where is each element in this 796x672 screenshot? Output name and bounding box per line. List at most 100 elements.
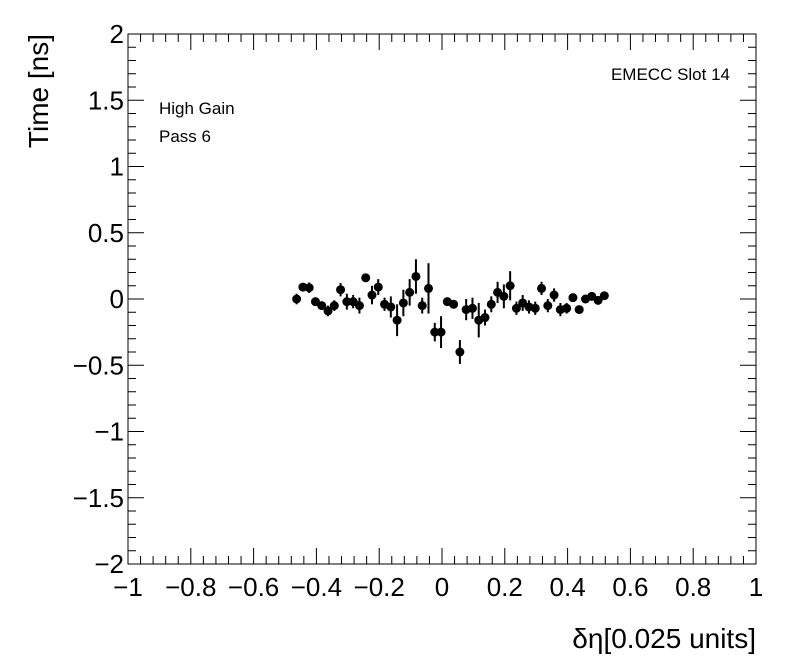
y-tick-label: 0.5	[88, 218, 124, 248]
data-point	[562, 302, 572, 314]
data-point	[436, 316, 446, 349]
point-marker	[562, 303, 572, 313]
data-point	[480, 309, 490, 326]
y-tick-label: 1.5	[88, 85, 124, 115]
point-marker	[480, 313, 490, 323]
data-point	[367, 285, 377, 305]
point-marker	[543, 301, 553, 311]
point-marker	[342, 297, 352, 307]
data-point	[593, 295, 603, 305]
data-point	[574, 305, 584, 315]
point-marker	[329, 301, 339, 311]
x-tick-label: 0	[435, 572, 449, 602]
point-marker	[599, 291, 609, 301]
point-marker	[292, 294, 302, 304]
data-point	[323, 305, 333, 317]
data-point	[386, 296, 396, 318]
point-marker	[386, 302, 396, 312]
point-marker	[392, 315, 402, 325]
x-tick-label: −0.2	[354, 572, 405, 602]
point-marker	[336, 285, 346, 295]
slot-annotation: EMECC Slot 14	[611, 65, 730, 84]
data-point	[467, 297, 477, 319]
x-tick-label: −1	[113, 572, 143, 602]
data-point	[405, 279, 415, 306]
point-marker	[323, 306, 333, 316]
x-tick-label: −0.6	[228, 572, 279, 602]
y-axis-ticks	[128, 33, 756, 565]
point-marker	[405, 287, 415, 297]
point-marker	[361, 273, 371, 283]
y-tick-label: 1	[110, 152, 124, 182]
data-point	[449, 299, 459, 309]
data-point	[511, 301, 521, 315]
y-tick-label: −1.5	[73, 483, 124, 513]
data-point	[329, 300, 339, 311]
data-point	[304, 282, 314, 294]
y-tick-label: −0.5	[73, 350, 124, 380]
point-marker	[430, 327, 440, 337]
data-point	[361, 273, 371, 283]
data-point	[568, 293, 578, 303]
x-tick-label: 1	[749, 572, 763, 602]
data-point	[342, 293, 352, 310]
point-marker	[505, 281, 515, 291]
point-marker	[354, 301, 364, 311]
point-marker	[467, 303, 477, 313]
x-tick-label: 0.8	[675, 572, 711, 602]
data-point	[486, 296, 496, 313]
x-axis-tick-labels: −1 −0.8 −0.6 −0.4 −0.2 0 0.2 0.4 0.6 0.8 1	[113, 572, 763, 602]
y-axis-tick-labels: −2 −1.5 −1 −0.5 0 0.5 1 1.5 2	[73, 19, 124, 579]
point-marker	[499, 291, 509, 301]
point-marker	[367, 290, 377, 300]
data-point	[392, 304, 402, 337]
data-point	[537, 281, 547, 296]
point-marker	[549, 290, 559, 300]
data-point	[398, 289, 408, 317]
x-tick-label: 0.2	[487, 572, 523, 602]
x-tick-label: 0.6	[612, 572, 648, 602]
data-point	[354, 297, 364, 314]
data-point	[599, 291, 609, 301]
point-marker	[449, 299, 459, 309]
data-point	[411, 259, 421, 294]
data-point	[292, 293, 302, 305]
point-marker	[436, 327, 446, 337]
point-marker	[317, 301, 327, 311]
x-tick-label: −0.4	[291, 572, 342, 602]
point-marker	[537, 283, 547, 293]
point-marker	[423, 283, 433, 293]
point-marker	[593, 295, 603, 305]
x-tick-label: −0.8	[165, 572, 216, 602]
gain-annotation: High Gain	[159, 99, 235, 118]
point-marker	[411, 271, 421, 281]
y-tick-label: −2	[94, 549, 124, 579]
data-point	[417, 297, 427, 314]
data-point	[499, 284, 509, 309]
y-tick-label: 0	[110, 284, 124, 314]
point-marker	[304, 283, 314, 293]
point-marker	[373, 282, 383, 292]
data-point	[336, 283, 346, 297]
y-tick-label: −1	[94, 417, 124, 447]
y-tick-label: 2	[110, 19, 124, 49]
pass-annotation: Pass 6	[159, 127, 211, 146]
data-point	[543, 299, 553, 313]
data-point	[455, 340, 465, 364]
point-marker	[574, 305, 584, 315]
point-marker	[530, 303, 540, 313]
data-point	[505, 271, 515, 301]
data-points	[292, 259, 609, 364]
point-marker	[417, 301, 427, 311]
point-marker	[398, 298, 408, 308]
point-marker	[568, 293, 578, 303]
data-point	[493, 281, 503, 303]
x-tick-label: 0.4	[550, 572, 586, 602]
data-point	[423, 263, 433, 314]
data-point	[549, 288, 559, 302]
point-marker	[511, 303, 521, 313]
data-point	[373, 279, 383, 296]
x-axis-title: δη[0.025 units]	[572, 623, 756, 654]
data-point	[317, 301, 327, 311]
